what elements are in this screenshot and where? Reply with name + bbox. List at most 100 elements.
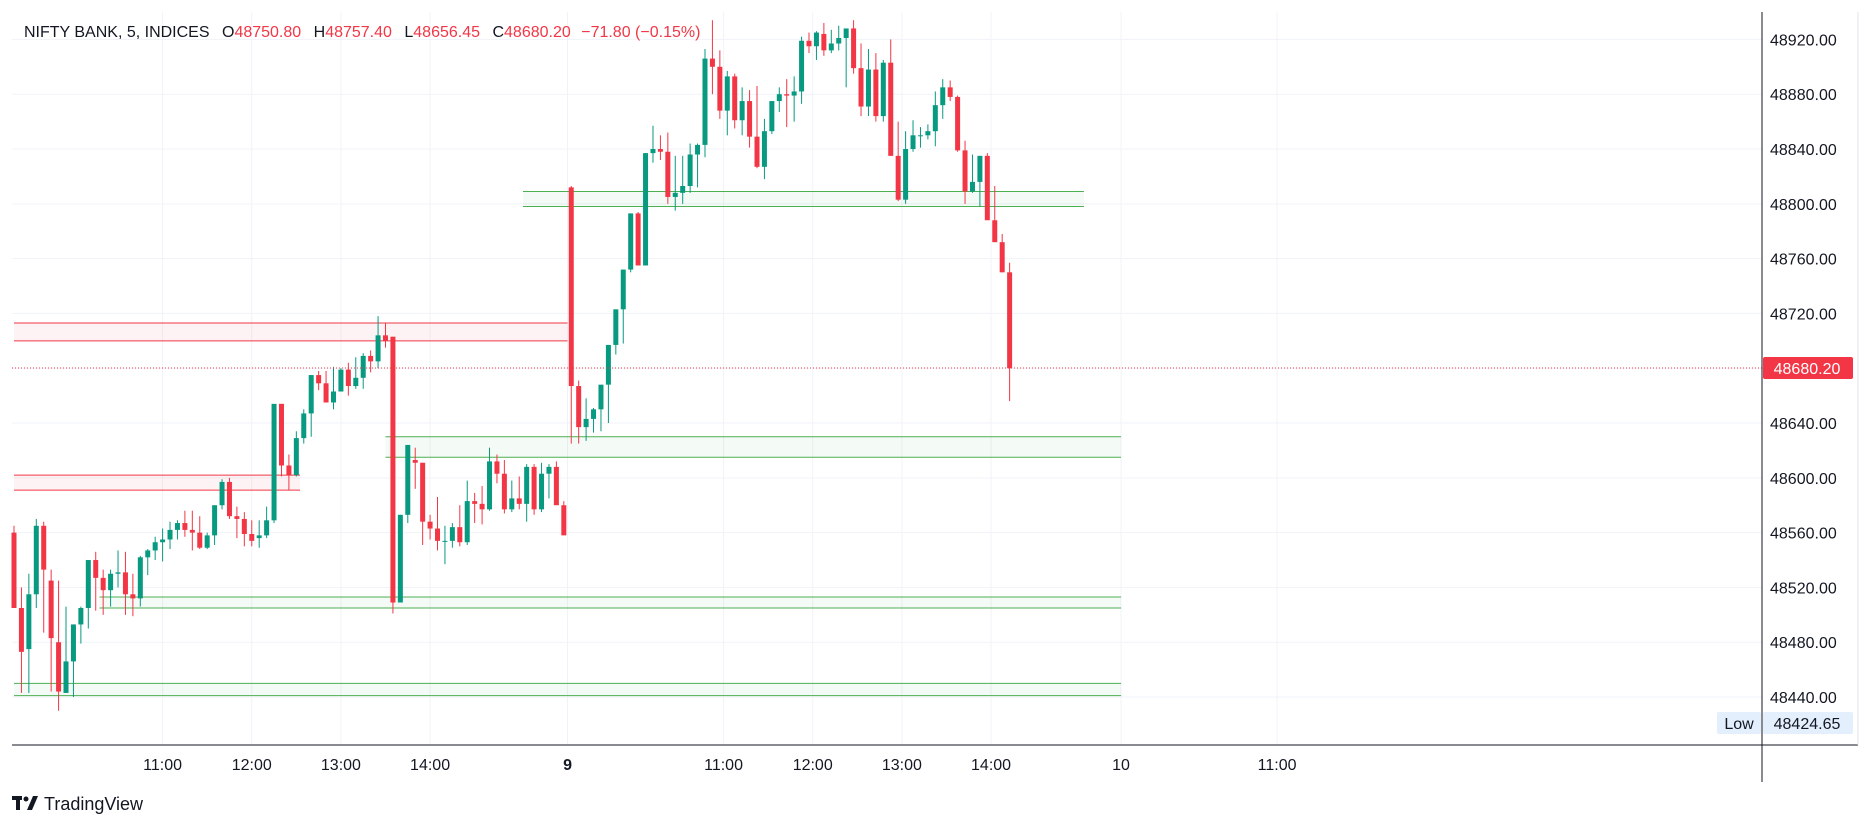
zone-fill [14,475,301,491]
candle-up [85,560,91,629]
candle-body [568,187,574,387]
candle-up [776,87,782,113]
candle-body [18,607,24,652]
candle-up [174,520,180,540]
time-tick-label: 11:00 [704,757,743,774]
candle-down [561,501,567,536]
candle-body [271,403,277,521]
candle-body [293,438,299,476]
candle-body [992,220,998,243]
candle-down [41,521,47,633]
low-tag-label-bg [1717,712,1761,734]
candle-up [539,462,545,513]
candle-body [732,76,738,121]
candle-body [643,153,649,266]
candle-body [591,409,597,419]
candle-up [865,48,871,117]
candle-down [56,580,62,711]
candle-down [962,140,968,204]
candle-up [375,316,381,369]
candle-up [695,143,701,188]
candle-body [375,335,381,362]
candle-down [420,462,426,545]
legend-symbol[interactable]: NIFTY BANK, 5, INDICES [24,24,210,41]
candle-body [435,528,441,541]
candle-down [806,32,812,54]
candle-body [917,135,923,137]
candle-up [219,479,225,510]
candle-down [635,212,641,266]
candle-down [895,121,901,202]
candle-body [880,62,886,117]
candle-down [189,510,195,551]
candle-body [457,527,463,543]
candle-down [747,90,753,148]
candle-down [665,132,671,204]
candle-up [308,375,314,437]
candle-up [167,521,173,550]
candle-body [539,473,545,510]
candle-body [405,444,411,515]
candle-body [925,131,931,136]
candle-body [212,505,218,536]
candle-body [219,481,225,506]
candle-body [999,242,1005,273]
candle-down [657,135,663,160]
candle-body [531,466,537,510]
legend-high-value: 48757.40 [325,24,392,41]
candle-up [464,480,470,545]
candle-body [940,87,946,106]
axes [12,12,1859,782]
candle-down [234,506,240,539]
candle-up [687,143,693,193]
candle-body [709,58,715,67]
candle-up [204,532,210,550]
candle-body [821,33,827,51]
candle-up [799,36,805,104]
price-tick-label: 48560.00 [1770,526,1837,543]
candle-up [739,87,745,136]
candle-body [717,66,723,111]
price-tick-label: 48520.00 [1770,580,1837,597]
candle-body [657,149,663,152]
candle-body [33,525,39,595]
candle-body [397,514,403,603]
time-tick-label: 14:00 [410,757,450,774]
candle-body [330,391,336,403]
candle-up [70,624,76,698]
candle-down [368,350,374,373]
candle-body [487,461,493,510]
candle-down [858,43,864,117]
candle-body [873,69,879,117]
last-price-tag: 48680.20 [1763,356,1853,379]
candle-body [858,68,864,107]
candle-up [264,506,270,539]
time-tick-label: 14:00 [971,757,1011,774]
candle-down [821,22,827,56]
candle-body [174,523,180,530]
candle-down [18,587,24,693]
candle-body [78,607,84,625]
candle-body [739,101,745,121]
candle-up [724,70,730,136]
price-tick-label: 48640.00 [1770,416,1837,433]
candle-body [472,501,478,504]
candle-body [635,213,641,266]
candle-up [115,550,121,588]
price-tick-label: 48600.00 [1770,471,1837,488]
candle-down [427,514,433,540]
candle-body [167,529,173,540]
time-tick-label: 11:00 [1258,757,1297,774]
grid [12,12,1762,745]
candle-up [487,447,493,511]
candle-body [479,503,485,510]
candle-body [368,355,374,362]
candle-down [516,476,522,510]
candle-body [680,186,686,193]
candle-up [449,523,455,548]
tradingview-brand[interactable]: TradingView [12,794,143,815]
candle-body [903,149,909,200]
tradingview-logo-icon [12,794,38,815]
